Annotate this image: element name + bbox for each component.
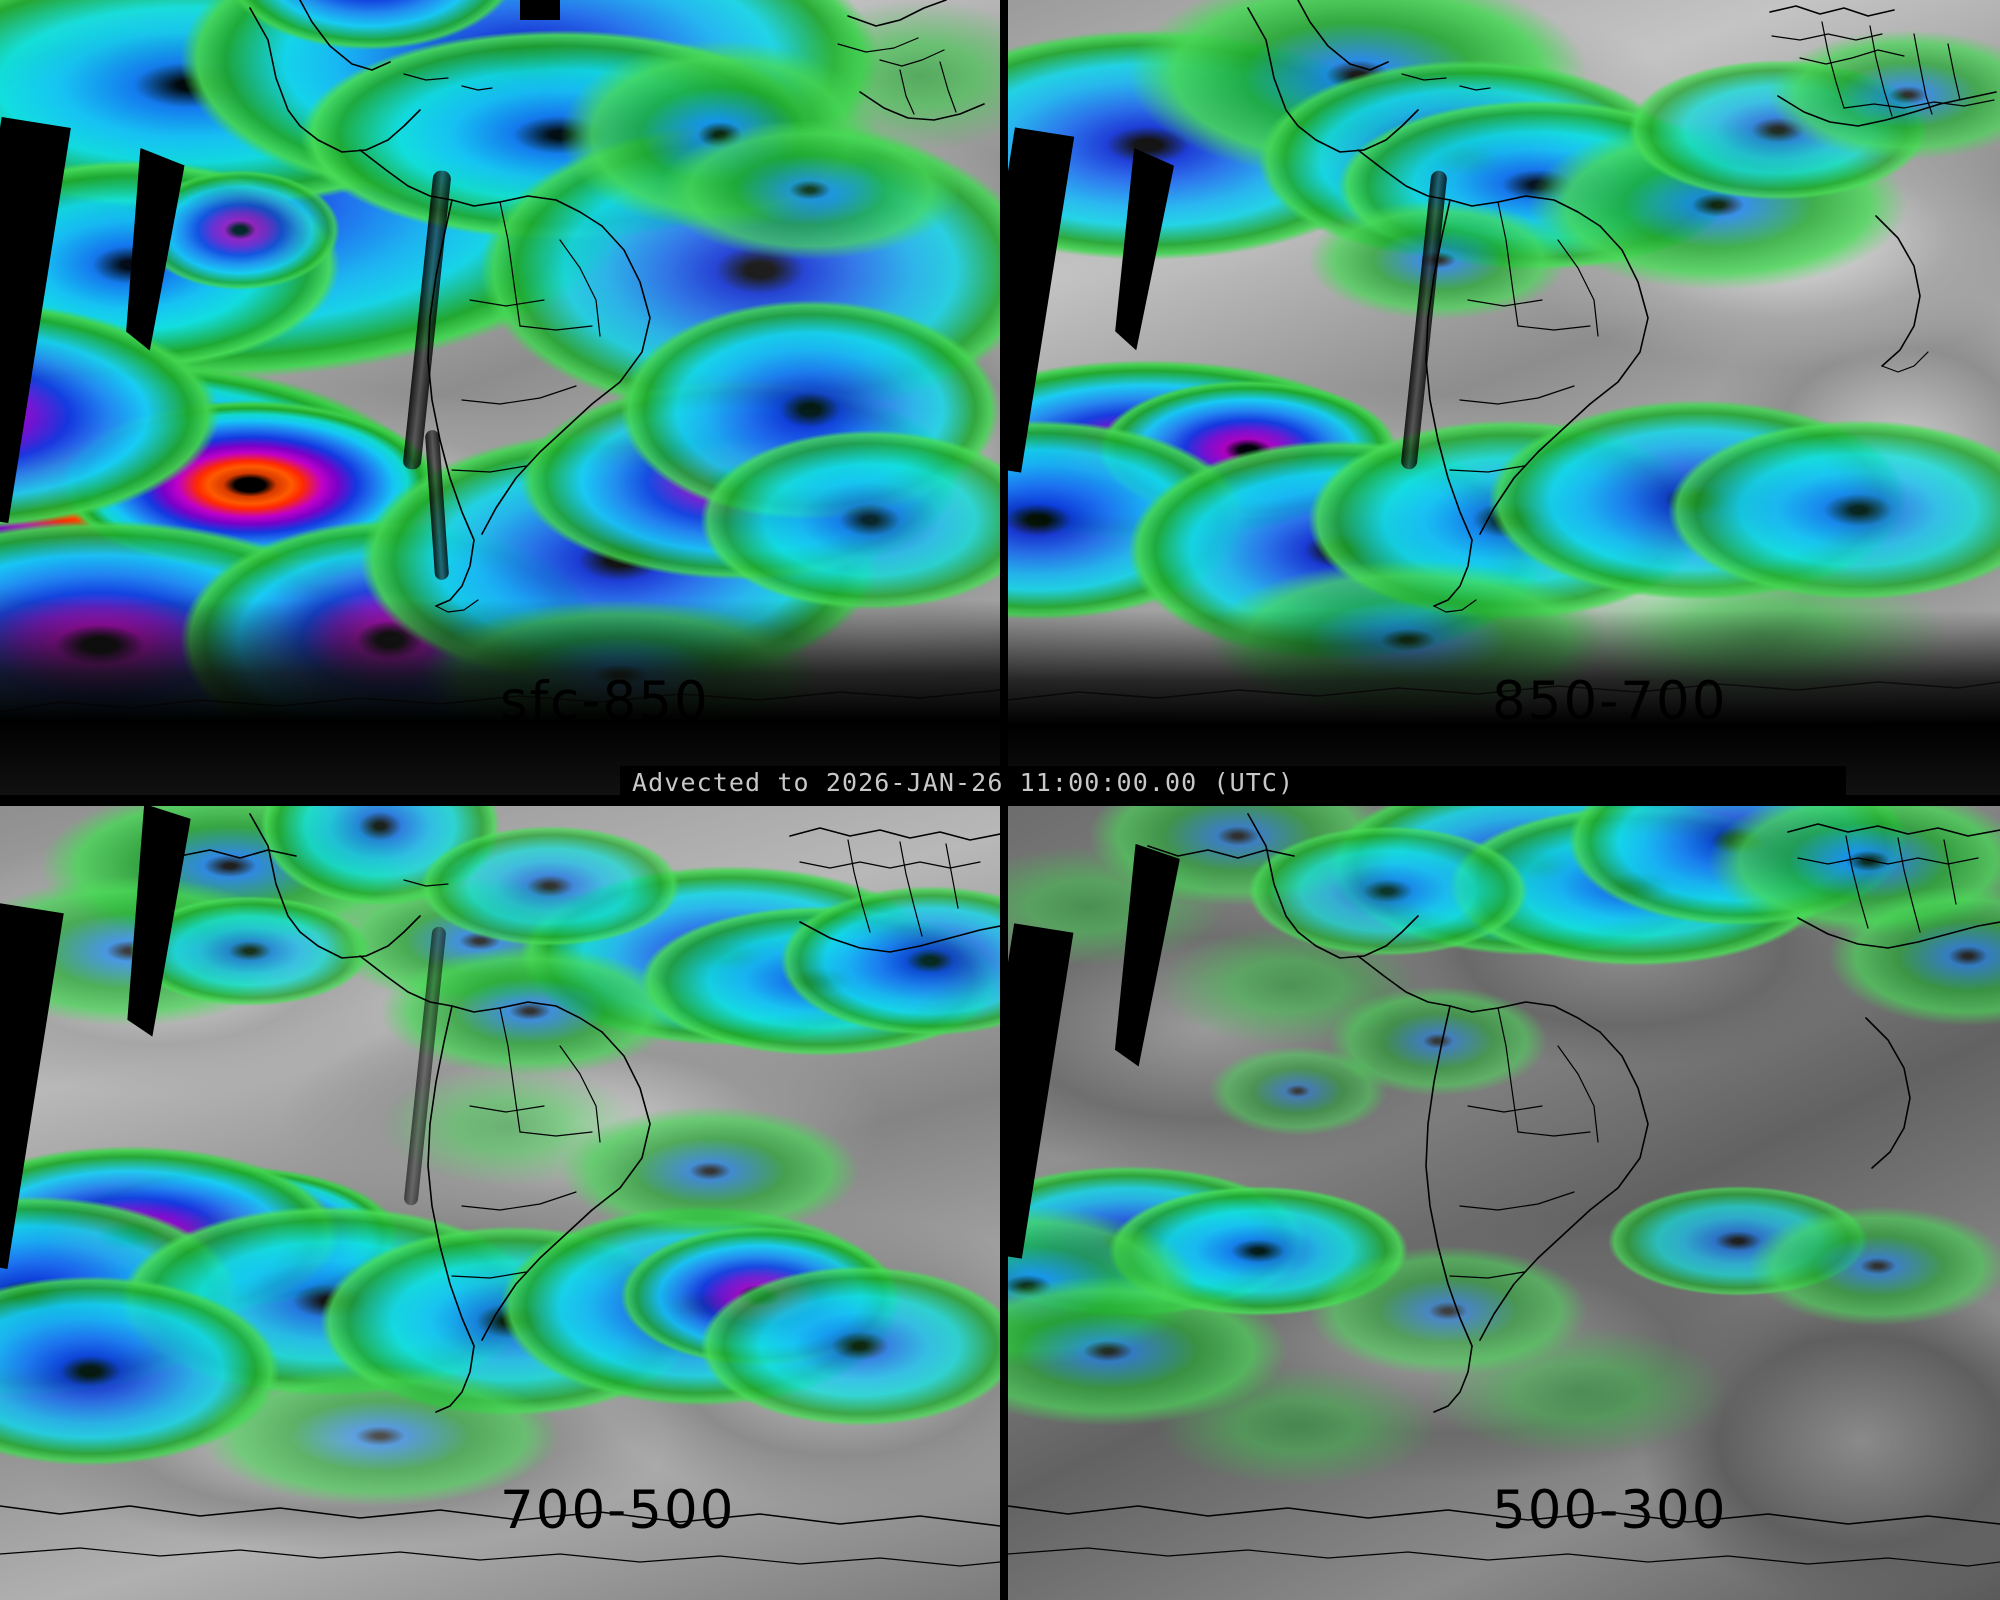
moisture-plume: [1428, 1326, 1728, 1456]
panel-850-700[interactable]: [1008, 0, 2000, 795]
moisture-plume: [420, 826, 680, 946]
moisture-plume: [1008, 1276, 1288, 1426]
horizontal-panel-divider: [0, 795, 2000, 806]
panel-700-500[interactable]: [0, 806, 1000, 1600]
panel-500-300[interactable]: [1008, 806, 2000, 1600]
moisture-plume: [700, 1266, 1000, 1426]
moisture-plume: [1158, 1366, 1438, 1486]
panel-850-700-imagery: [1008, 0, 2000, 795]
antarctic-dark-band: [1008, 610, 2000, 795]
panel-sfc-850-imagery: [0, 0, 1000, 795]
moisture-plume: [1748, 1206, 2000, 1326]
panel-500-300-imagery: [1008, 806, 2000, 1600]
advection-timestamp-text: Advected to 2026-JAN-26 11:00:00.00 (UTC…: [632, 767, 1295, 797]
timestamp-caption-bar: Advected to 2026-JAN-26 11:00:00.00 (UTC…: [620, 766, 1846, 798]
antarctic-dark-band: [0, 600, 1000, 795]
panel-sfc-850[interactable]: [0, 0, 1000, 795]
moisture-plume: [1208, 1046, 1388, 1136]
moisture-plume: [700, 430, 1000, 610]
scan-gap-artifact: [520, 0, 560, 20]
panel-700-500-imagery: [0, 806, 1000, 1600]
moisture-plume: [200, 1366, 560, 1506]
